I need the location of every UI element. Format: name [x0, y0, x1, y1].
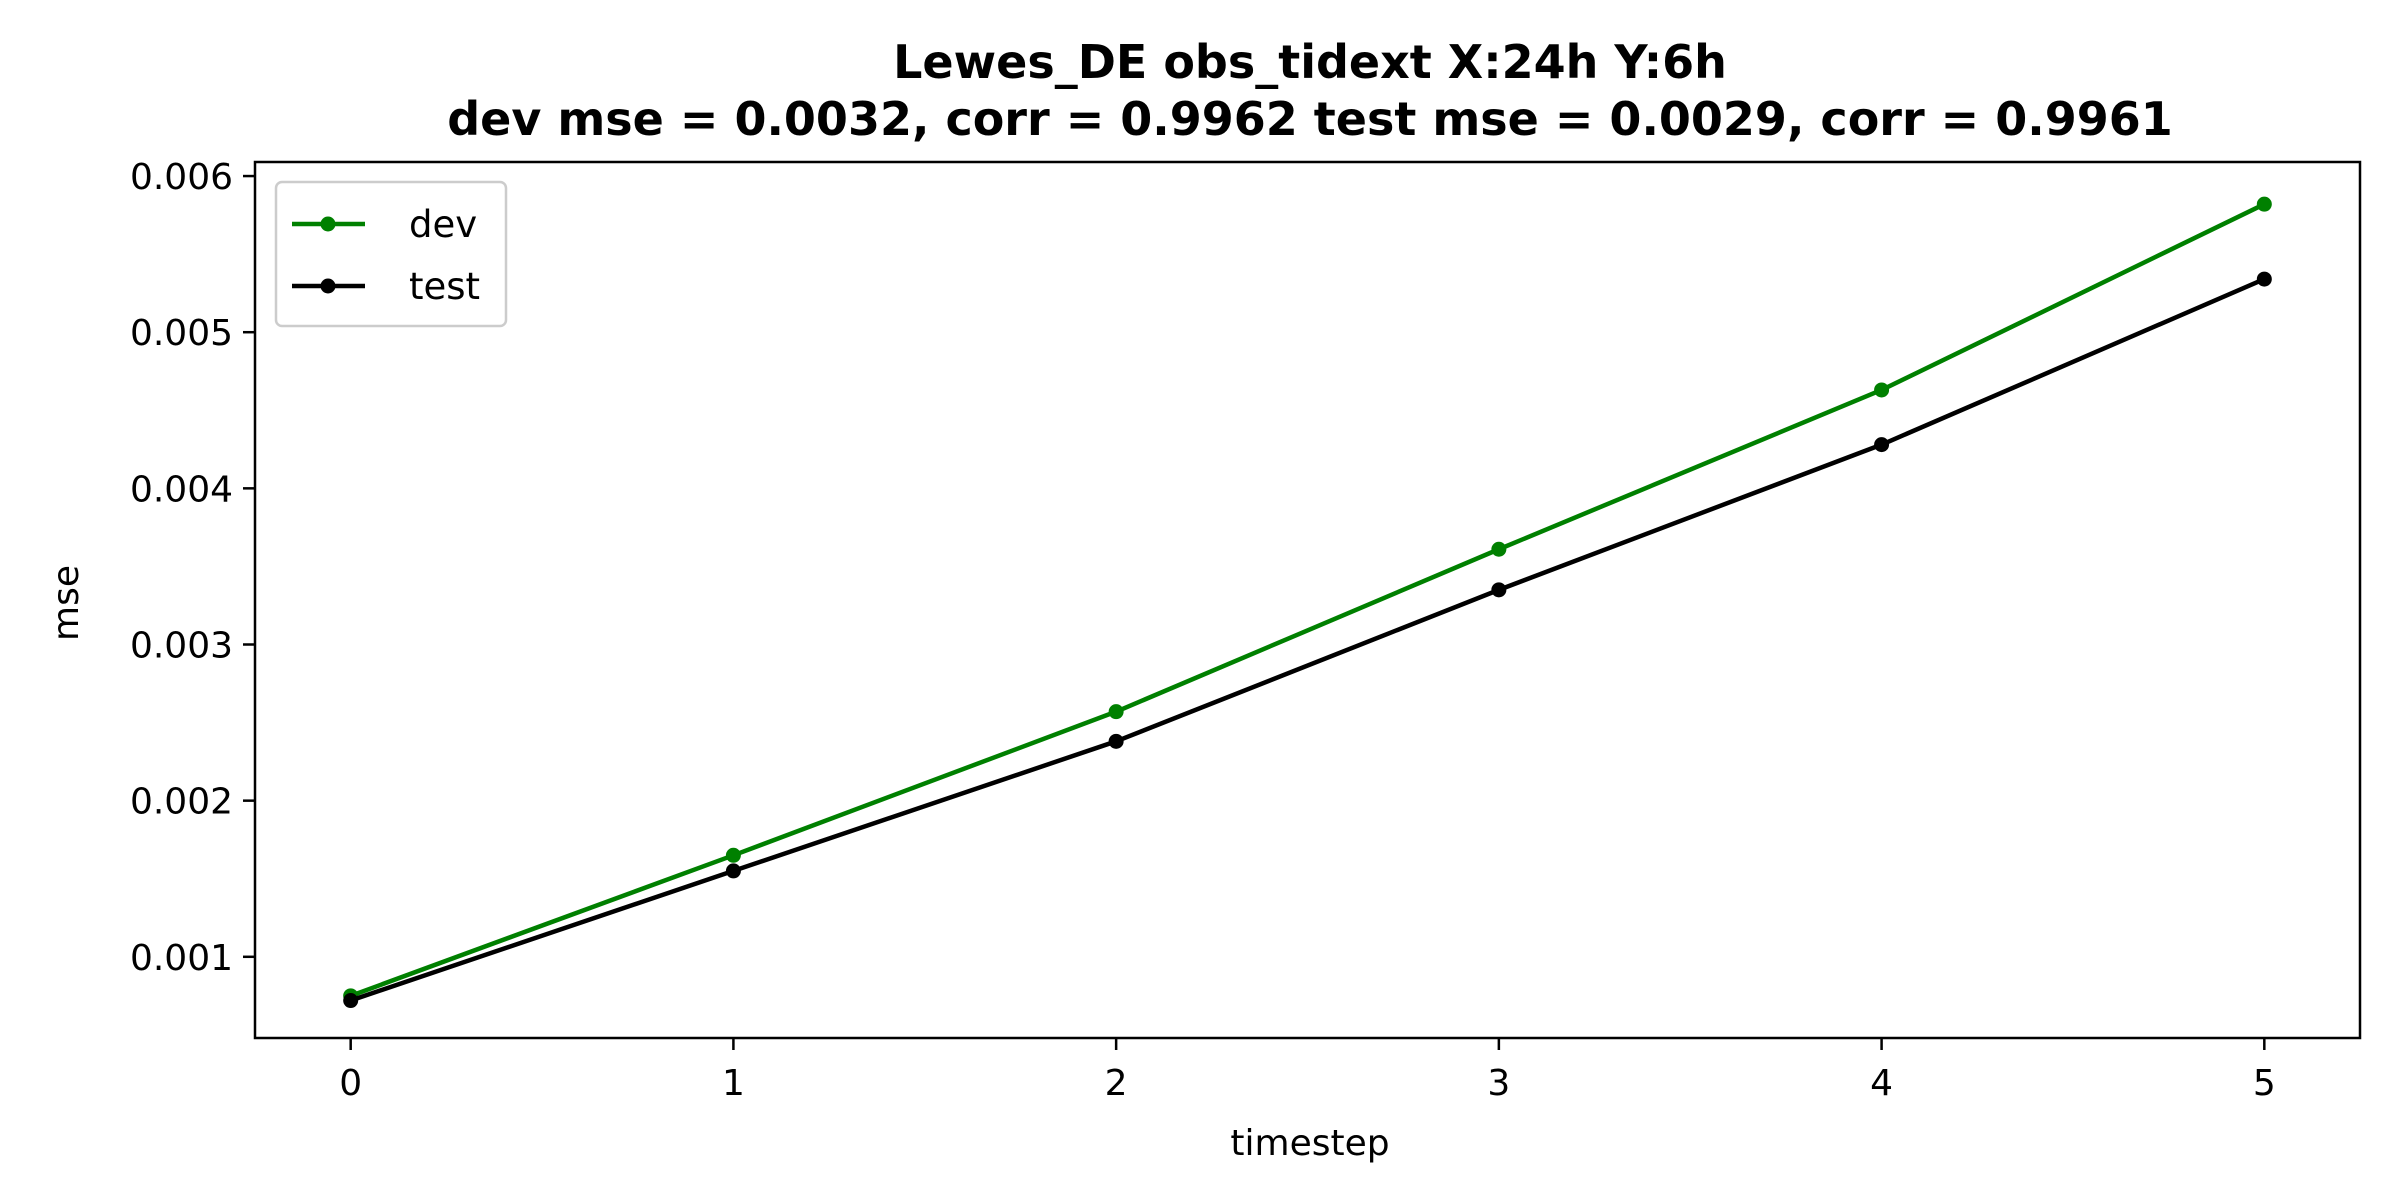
- data-point-test: [725, 863, 741, 879]
- data-point-dev: [2256, 196, 2272, 212]
- y-axis-label: mse: [46, 565, 87, 641]
- chart-title-line-1: Lewes_DE obs_tidext X:24h Y:6h: [893, 35, 1727, 89]
- data-point-test: [1874, 437, 1890, 453]
- data-point-dev: [1491, 541, 1507, 557]
- y-tick-label: 0.001: [130, 938, 233, 979]
- data-point-test: [2256, 271, 2272, 287]
- x-tick-label: 4: [1870, 1063, 1893, 1104]
- x-tick-label: 3: [1487, 1063, 1510, 1104]
- data-point-test: [1491, 582, 1507, 598]
- chart-title-line-2: dev mse = 0.0032, corr = 0.9962 test mse…: [447, 92, 2173, 146]
- legend-marker-test: [320, 278, 336, 294]
- y-tick-label: 0.003: [130, 626, 233, 667]
- legend-label-dev: dev: [409, 203, 477, 246]
- data-point-dev: [1108, 704, 1124, 720]
- axes-frame: [253, 160, 2362, 1040]
- legend: dev test: [274, 180, 508, 328]
- data-point-test: [1108, 733, 1124, 749]
- series-line-test: [347, 276, 2268, 1004]
- x-tick-label: 0: [339, 1063, 362, 1104]
- data-point-test: [343, 993, 359, 1009]
- data-point-dev: [1874, 382, 1890, 398]
- y-tick-label: 0.006: [130, 157, 233, 198]
- x-tick-label: 1: [722, 1063, 745, 1104]
- legend-label-test: test: [409, 265, 480, 308]
- x-axis-label: timestep: [1230, 1123, 1389, 1164]
- series-line-dev: [347, 201, 2268, 999]
- plot-area: 0 1 2 3 4 5 0.001 0.002 0.003 0.004 0.005 0.006: [130, 157, 2362, 1104]
- x-tick-label: 5: [2253, 1063, 2276, 1104]
- y-tick-label: 0.004: [130, 469, 233, 510]
- y-tick-label: 0.002: [130, 782, 233, 823]
- legend-marker-dev: [320, 216, 336, 232]
- x-tick-label: 2: [1105, 1063, 1128, 1104]
- data-point-dev: [725, 847, 741, 863]
- y-tick-label: 0.005: [130, 313, 233, 354]
